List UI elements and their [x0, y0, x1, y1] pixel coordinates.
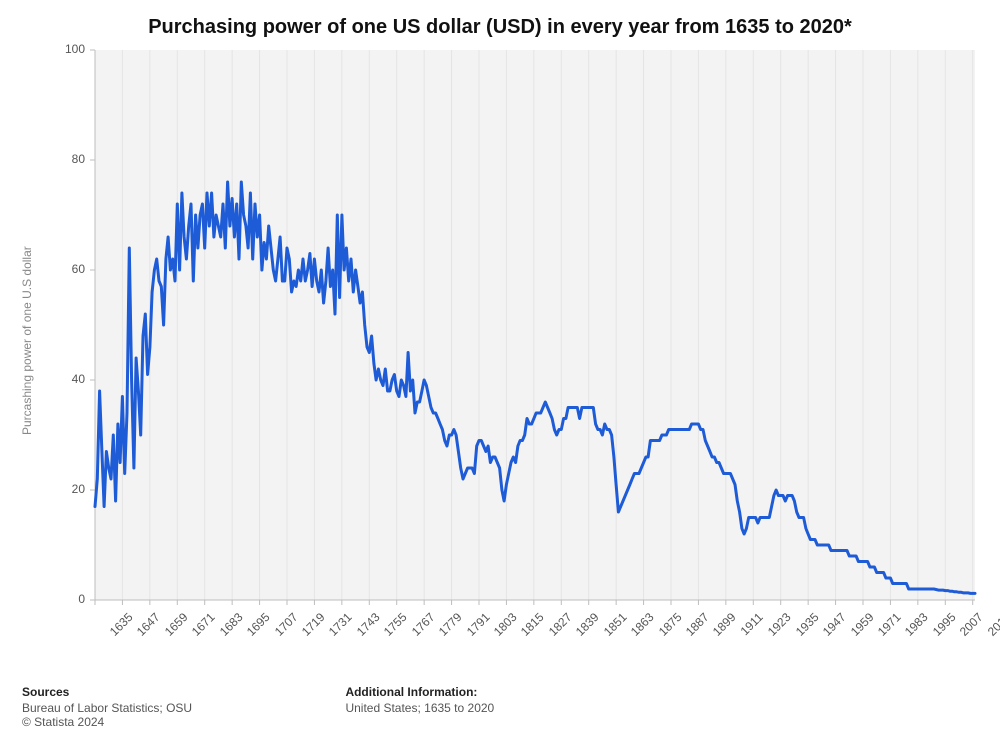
y-tick-label: 20	[55, 482, 85, 496]
sources-line: Bureau of Labor Statistics; OSU	[22, 701, 192, 715]
y-tick-label: 60	[55, 262, 85, 276]
copyright-line: © Statista 2024	[22, 715, 192, 729]
additional-heading: Additional Information:	[345, 685, 494, 699]
footer-sources-col: Sources Bureau of Labor Statistics; OSU …	[22, 685, 192, 729]
additional-line: United States; 1635 to 2020	[345, 701, 494, 715]
y-tick-label: 0	[55, 592, 85, 606]
y-tick-label: 40	[55, 372, 85, 386]
footer-additional-col: Additional Information: United States; 1…	[345, 685, 494, 715]
y-axis-label: Purcashing power of one U.S dollar	[20, 246, 34, 435]
footer: Sources Bureau of Labor Statistics; OSU …	[22, 685, 978, 729]
y-tick-label: 80	[55, 152, 85, 166]
y-tick-label: 100	[55, 42, 85, 56]
sources-heading: Sources	[22, 685, 192, 699]
